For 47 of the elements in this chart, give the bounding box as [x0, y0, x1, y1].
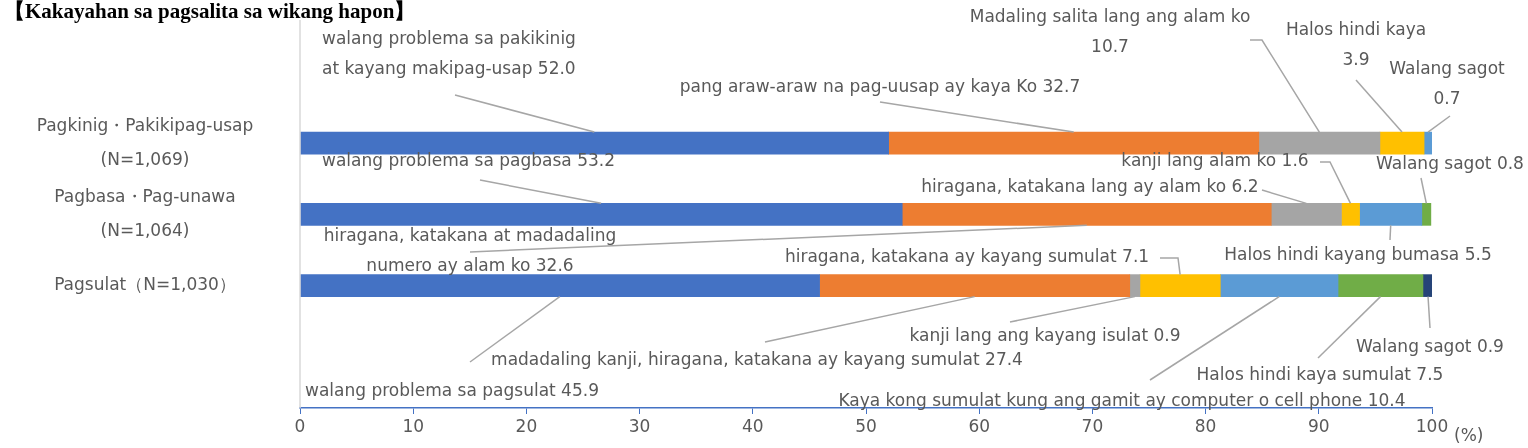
x-tick-label: 70 — [1081, 415, 1104, 436]
bar — [1422, 274, 1432, 297]
x-axis-title: (%) — [1454, 425, 1484, 446]
data-label: Madaling salita lang ang alam ko 10.7 — [969, 6, 1251, 57]
data-label: Walang sagot 0.9 — [1356, 336, 1504, 357]
data-label: hiragana, katakana at madadaling numero ay alam ko 32.6 — [323, 225, 617, 276]
x-tick-label: 30 — [628, 415, 651, 436]
bar — [901, 203, 1272, 226]
bar — [1421, 203, 1432, 226]
x-tick-label: 40 — [741, 415, 764, 436]
bar — [1337, 274, 1424, 297]
bar — [300, 274, 820, 297]
data-label: walang problema sa pakikinig at kayang makipag-usap 52.0 — [322, 28, 576, 79]
x-tick-label: 10 — [402, 415, 425, 436]
y-tick-label: Pagbasa・Pag-unawa (N=1,064) — [54, 185, 236, 240]
y-tick-label: Pagkinig・Pakikipag-usap (N=1,069) — [36, 114, 254, 169]
bar — [1359, 203, 1423, 226]
x-tick-label: 60 — [968, 415, 991, 436]
data-label: pang araw-araw na pag-uusap ay kaya Ko 32.7 — [679, 76, 1081, 97]
data-label: kanji lang ang kayang isulat 0.9 — [909, 325, 1181, 346]
data-label: hiragana, katakana lang ay alam ko 6.2 — [921, 176, 1259, 197]
bar — [1270, 203, 1342, 226]
bar — [1139, 274, 1221, 297]
bar — [1423, 131, 1432, 155]
chart-title: 【Kakayahan sa pagsalita sa wikang hapon】 — [4, 0, 416, 23]
bar — [1379, 131, 1425, 155]
data-label: walang problema sa pagsulat 45.9 — [305, 380, 599, 401]
data-label: Halos hindi kayang bumasa 5.5 — [1224, 244, 1492, 265]
bar — [1341, 203, 1360, 226]
bar — [1219, 274, 1339, 297]
data-label: Walang sagot 0.8 — [1376, 153, 1524, 174]
data-label: walang problema sa pagbasa 53.2 — [322, 150, 616, 171]
bar — [300, 203, 903, 226]
data-label: Halos hindi kaya sumulat 7.5 — [1196, 364, 1444, 385]
x-tick-label: 90 — [1307, 415, 1330, 436]
bar — [819, 274, 1131, 297]
x-tick-label: 80 — [1194, 415, 1217, 436]
data-label: madadaling kanji, hiragana, katakana ay kayang sumulat 27.4 — [491, 349, 1023, 370]
x-tick-label: 50 — [855, 415, 877, 436]
data-label: kanji lang alam ko 1.6 — [1121, 150, 1309, 171]
bar — [1129, 274, 1141, 297]
y-tick-label: Pagsulat（N=1,030） — [54, 274, 236, 295]
x-tick-label: 0 — [294, 415, 306, 436]
data-label: hiragana, katakana ay kayang sumulat 7.1 — [784, 246, 1150, 267]
x-tick-label: 20 — [515, 415, 538, 436]
x-tick-label: 100 — [1415, 415, 1449, 436]
data-label: Kaya kong sumulat kung ang gamit ay computer o cell phone 10.4 — [838, 390, 1406, 411]
